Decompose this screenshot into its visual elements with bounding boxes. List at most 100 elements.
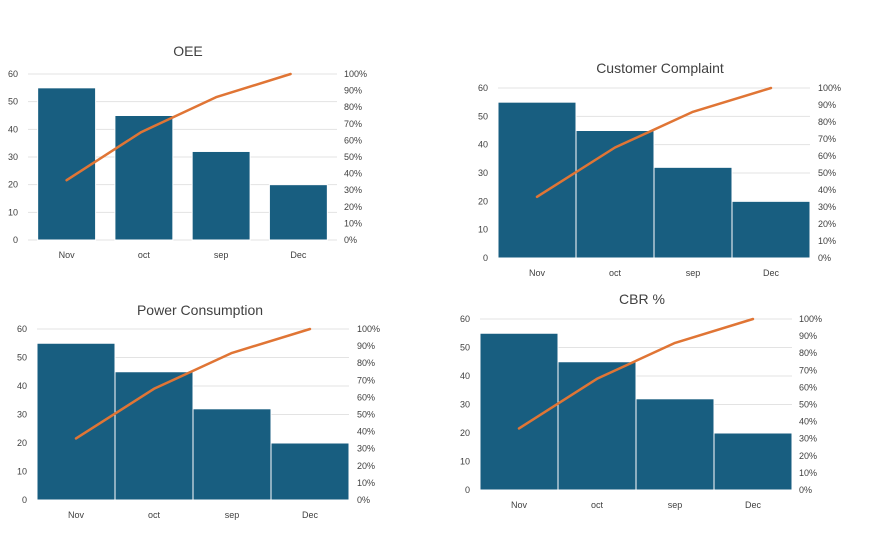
y-tick-label: 60 xyxy=(460,314,470,324)
y-tick-label: 50 xyxy=(8,97,18,107)
chart-title: Customer Complaint xyxy=(596,60,724,76)
y-tick-label: 60 xyxy=(17,324,27,334)
x-tick-label: oct xyxy=(148,510,161,520)
y-tick-label: 30 xyxy=(17,410,27,420)
y-tick-label: 10 xyxy=(8,207,18,217)
y2-tick-label: 100% xyxy=(818,83,841,93)
cumulative-line xyxy=(517,317,755,430)
y2-tick-label: 90% xyxy=(818,100,836,110)
bar xyxy=(731,200,811,259)
y2-tick-label: 40% xyxy=(818,185,836,195)
x-tick-label: Nov xyxy=(68,510,85,520)
y2-tick-label: 60% xyxy=(818,151,836,161)
y2-tick-label: 30% xyxy=(799,434,817,444)
y2-tick-label: 0% xyxy=(357,495,370,505)
chart-customer-complaint-svg: Customer Complaint 0 10 20 30 40 50 60 0% 10% 20%… xyxy=(478,60,841,278)
chart-oee-svg: OEE 0 10 20 30 40 50 60 0% 10% 20% 30% 40% 50% 60% 70%… xyxy=(8,43,367,260)
y-tick-label: 0 xyxy=(483,253,488,263)
y2-tick-label: 60% xyxy=(799,382,817,392)
y-tick-label: 50 xyxy=(460,343,470,353)
y-tick-label: 20 xyxy=(8,180,18,190)
y2-tick-label: 100% xyxy=(799,314,822,324)
y2-tick-label: 10% xyxy=(818,236,836,246)
x-tick-label: Dec xyxy=(763,268,780,278)
y2-tick-label: 50% xyxy=(799,400,817,410)
y-tick-label: 30 xyxy=(460,400,470,410)
chart-cbr: CBR % 0 10 20 30 40 50 60 0% 10% 20% 30% 40% 50% 60% 7… xyxy=(440,270,878,534)
y-tick-label: 10 xyxy=(478,225,488,235)
x-tick-label: oct xyxy=(609,268,622,278)
x-tick-label: Nov xyxy=(511,500,528,510)
chart-title: Power Consumption xyxy=(137,302,263,318)
y-tick-label: 40 xyxy=(17,381,27,391)
y-tick-label: 0 xyxy=(465,485,470,495)
x-tick-label: sep xyxy=(668,500,683,510)
y-tick-label: 40 xyxy=(8,124,18,134)
y2-tick-label: 80% xyxy=(818,117,836,127)
y2-tick-label: 0% xyxy=(344,235,357,245)
cumulative-line xyxy=(74,327,312,440)
x-tick-label: sep xyxy=(225,510,240,520)
chart-power-consumption: Power Consumption 0 10 20 30 40 50 60 0% 10% 20% 3… xyxy=(0,270,440,534)
chart-title: CBR % xyxy=(619,291,665,307)
y2-tick-label: 100% xyxy=(344,69,367,79)
y2-tick-label: 10% xyxy=(799,468,817,478)
y2-tick-label: 40% xyxy=(344,169,362,179)
y2-tick-label: 40% xyxy=(357,427,375,437)
y-tick-label: 0 xyxy=(22,495,27,505)
y2-tick-label: 90% xyxy=(357,341,375,351)
y2-tick-label: 40% xyxy=(799,417,817,427)
y2-tick-label: 80% xyxy=(344,102,362,112)
cumulative-line xyxy=(535,86,773,199)
x-tick-label: Nov xyxy=(529,268,546,278)
bar xyxy=(557,361,637,491)
chart-oee: OEE 0 10 20 30 40 50 60 0% 10% 20% 30% 40% 50% 60% 70%… xyxy=(0,0,440,270)
y2-tick-label: 90% xyxy=(799,331,817,341)
y2-tick-label: 30% xyxy=(818,202,836,212)
y2-tick-label: 70% xyxy=(799,365,817,375)
y2-tick-label: 50% xyxy=(818,168,836,178)
x-tick-label: Nov xyxy=(59,250,76,260)
y2-tick-label: 50% xyxy=(357,410,375,420)
bar xyxy=(268,184,328,241)
y2-tick-label: 10% xyxy=(344,218,362,228)
x-tick-label: sep xyxy=(214,250,229,260)
chart-customer-complaint: Customer Complaint 0 10 20 30 40 50 60 0% 10% 20%… xyxy=(440,0,878,290)
y-tick-label: 60 xyxy=(8,69,18,79)
y-tick-label: 30 xyxy=(478,168,488,178)
cumulative-line xyxy=(65,72,292,182)
bar xyxy=(653,166,733,259)
y2-tick-label: 20% xyxy=(799,451,817,461)
bar xyxy=(114,115,174,241)
y-tick-label: 60 xyxy=(478,83,488,93)
y2-tick-label: 30% xyxy=(344,185,362,195)
bar xyxy=(191,150,251,241)
y2-tick-label: 30% xyxy=(357,444,375,454)
bar xyxy=(114,371,194,501)
y2-tick-label: 90% xyxy=(344,86,362,96)
chart-power-consumption-svg: Power Consumption 0 10 20 30 40 50 60 0% 10% 20% 3… xyxy=(17,302,380,520)
y-tick-label: 0 xyxy=(13,235,18,245)
bar xyxy=(635,398,715,491)
x-tick-label: Dec xyxy=(290,250,307,260)
y2-tick-label: 80% xyxy=(799,348,817,358)
y2-tick-label: 0% xyxy=(818,253,831,263)
bar xyxy=(37,87,97,241)
bar xyxy=(270,442,350,501)
x-tick-label: oct xyxy=(591,500,604,510)
y-tick-label: 40 xyxy=(460,371,470,381)
bar xyxy=(575,130,655,259)
chart-cbr-svg: CBR % 0 10 20 30 40 50 60 0% 10% 20% 30% 40% 50% 60% 7… xyxy=(460,291,822,510)
x-tick-label: sep xyxy=(686,268,701,278)
y2-tick-label: 80% xyxy=(357,358,375,368)
y2-tick-label: 10% xyxy=(357,478,375,488)
chart-title: OEE xyxy=(173,43,203,59)
y2-tick-label: 60% xyxy=(357,392,375,402)
y-tick-label: 20 xyxy=(460,428,470,438)
y-tick-label: 30 xyxy=(8,152,18,162)
y-tick-label: 50 xyxy=(17,353,27,363)
bar xyxy=(192,408,272,501)
x-tick-label: Dec xyxy=(745,500,762,510)
y2-tick-label: 60% xyxy=(344,135,362,145)
y2-tick-label: 20% xyxy=(357,461,375,471)
